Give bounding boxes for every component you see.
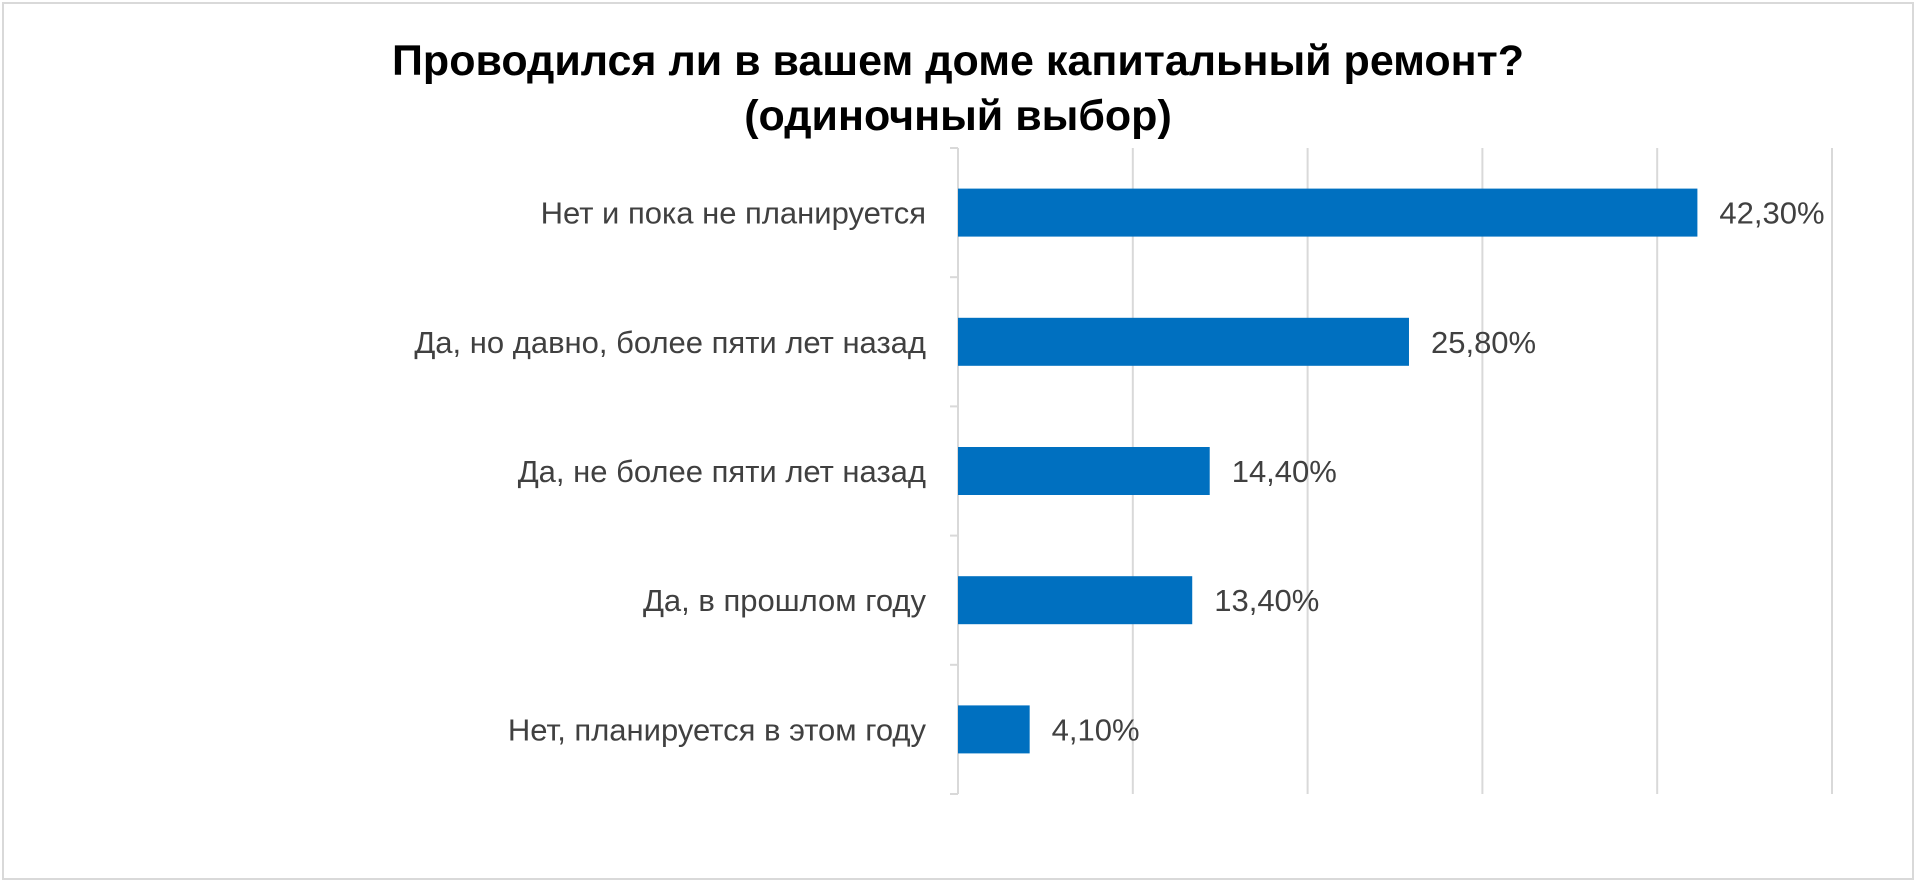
data-label: 13,40% [1214, 583, 1319, 618]
data-labels: 42,30% 25,80% 14,40% 13,40% 4,10% [1052, 196, 1825, 748]
data-label: 14,40% [1232, 454, 1337, 489]
chart-subtitle: (одиночный выбор) [744, 92, 1172, 140]
category-label: Да, в прошлом году [643, 583, 927, 618]
category-labels: Нет и пока не планируется Да, но давно, б… [414, 196, 926, 748]
bar [958, 576, 1193, 625]
category-label: Да, но давно, более пяти лет назад [414, 325, 926, 360]
bars [958, 188, 1698, 754]
category-label: Да, не более пяти лет назад [518, 454, 926, 489]
bar [958, 447, 1210, 495]
bar [958, 317, 1409, 366]
chart-title: Проводился ли в вашем доме капитальный р… [392, 37, 1524, 85]
category-label: Нет, планируется в этом году [508, 712, 927, 747]
data-label: 42,30% [1719, 196, 1824, 231]
data-label: 4,10% [1052, 712, 1140, 747]
gridlines [1131, 148, 1833, 794]
bar [958, 705, 1030, 754]
bar [958, 188, 1698, 237]
category-axis [950, 147, 959, 795]
data-label: 25,80% [1431, 325, 1536, 360]
category-label: Нет и пока не планируется [541, 196, 926, 231]
